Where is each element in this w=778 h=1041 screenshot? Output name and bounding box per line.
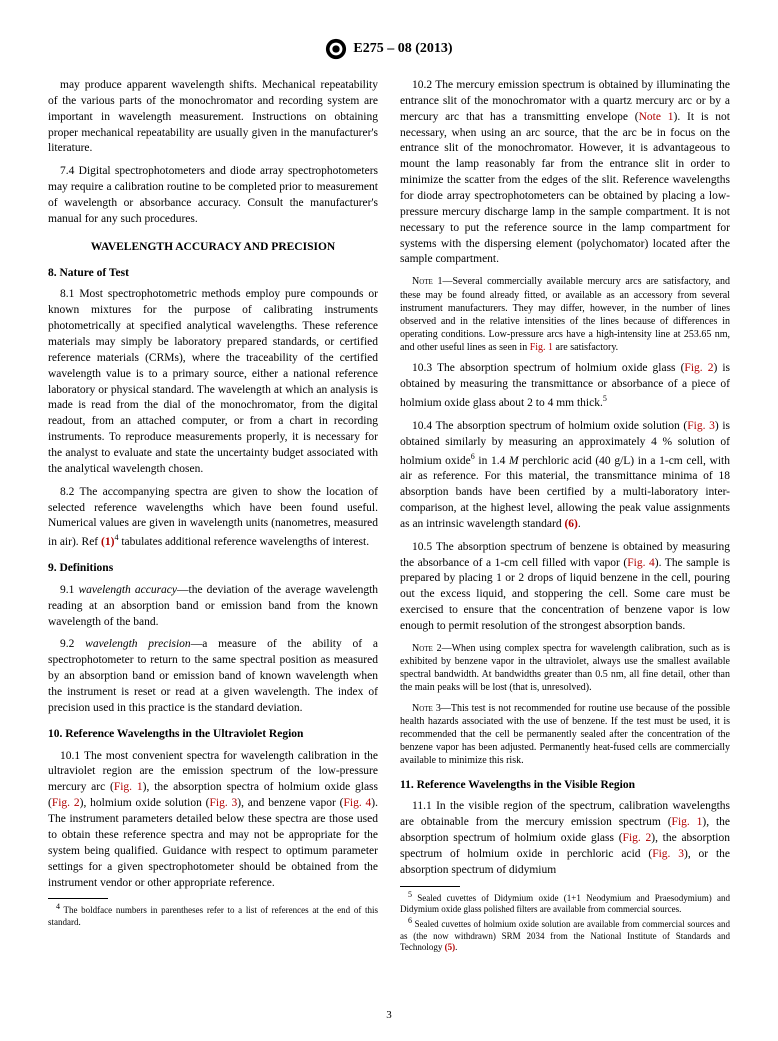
note-1-num: 1— — [433, 276, 453, 287]
para-10-3: 10.3 The absorption spectrum of holmium … — [400, 361, 730, 411]
footnote-rule-right — [400, 886, 460, 887]
p101d: ), and benzene vapor ( — [237, 797, 343, 809]
footnote-block-right: 5 Sealed cuvettes of Didymium oxide (1+1… — [400, 886, 730, 954]
para-7-cont: may produce apparent wavelength shifts. … — [48, 78, 378, 157]
fn4-text: The boldface numbers in parentheses refe… — [48, 905, 378, 927]
page-number: 3 — [0, 1009, 778, 1021]
term-wavelength-accuracy: wavelength accuracy — [78, 584, 177, 596]
fig-1-link-c: Fig. 1 — [672, 816, 703, 828]
fig-1-link-n1: Fig. 1 — [530, 342, 553, 353]
para-9-1: 9.1 wavelength accuracy—the deviation of… — [48, 583, 378, 631]
heading-10: 10. Reference Wavelengths in the Ultravi… — [48, 727, 378, 743]
footnote-rule-left — [48, 898, 108, 899]
p104e: . — [578, 518, 581, 530]
footnote-4: 4 The boldface numbers in parentheses re… — [48, 902, 378, 928]
astm-logo-icon — [325, 38, 347, 60]
para-9-1-num: 9.1 — [60, 584, 78, 596]
heading-8: 8. Nature of Test — [48, 266, 378, 282]
p104c: in 1.4 — [475, 454, 509, 466]
designation: E275 – 08 (2013) — [353, 41, 452, 57]
para-8-2-text-b: tabulates additional reference wavelengt… — [118, 536, 369, 548]
para-9-2-num: 9.2 — [60, 638, 85, 650]
fig-4-link: Fig. 4 — [344, 797, 372, 809]
fig-3-link-c: Fig. 3 — [652, 848, 684, 860]
p102b: ). It is not necessary, when using an ar… — [400, 111, 730, 266]
footnote-6: 6 Sealed cuvettes of holmium oxide solut… — [400, 916, 730, 954]
para-10-4: 10.4 The absorption spectrum of holmium … — [400, 419, 730, 533]
note-3: Note 3—This test is not recommended for … — [400, 702, 730, 768]
fn5-text: Sealed cuvettes of Didymium oxide (1+1 N… — [400, 893, 730, 915]
para-10-2: 10.2 The mercury emission spectrum is ob… — [400, 78, 730, 268]
fig-4-link-b: Fig. 4 — [627, 557, 655, 569]
ref-1: (1) — [101, 536, 114, 548]
ref-6: (6) — [564, 518, 577, 530]
fig-2-link-b: Fig. 2 — [684, 362, 713, 374]
para-8-1: 8.1 Most spectrophotometric methods empl… — [48, 287, 378, 477]
para-10-1: 10.1 The most convenient spectra for wav… — [48, 749, 378, 892]
para-11-1: 11.1 In the visible region of the spectr… — [400, 799, 730, 878]
note-2-num: 2— — [433, 643, 452, 654]
p104a: 10.4 The absorption spectrum of holmium … — [412, 420, 687, 432]
fig-2-link-c: Fig. 2 — [623, 832, 652, 844]
footnote-marker-5: 5 — [603, 394, 607, 403]
para-10-5: 10.5 The absorption spectrum of benzene … — [400, 540, 730, 635]
p104-M: M — [509, 454, 519, 466]
fig-1-link: Fig. 1 — [114, 781, 143, 793]
note-2-label: Note — [412, 643, 433, 654]
note-2: Note 2—When using complex spectra for wa… — [400, 642, 730, 695]
term-wavelength-precision: wavelength precision — [85, 638, 191, 650]
p101e: ). The instrument parameters detailed be… — [48, 797, 378, 888]
fig-3-link-b: Fig. 3 — [687, 420, 715, 432]
heading-11: 11. Reference Wavelengths in the Visible… — [400, 778, 730, 794]
fig-3-link: Fig. 3 — [210, 797, 238, 809]
heading-9: 9. Definitions — [48, 561, 378, 577]
page-header: E275 – 08 (2013) — [48, 38, 730, 60]
note-1-label: Note — [412, 276, 433, 287]
p101c: ), holmium oxide solution ( — [80, 797, 210, 809]
section-title-wavelength: WAVELENGTH ACCURACY AND PRECISION — [48, 240, 378, 256]
para-7-4: 7.4 Digital spectrophotometers and diode… — [48, 164, 378, 227]
note-3-num: 3— — [433, 703, 451, 714]
para-9-2: 9.2 wavelength precision—a measure of th… — [48, 637, 378, 716]
note-1-text-b: are satisfactory. — [553, 342, 618, 353]
note-1: Note 1—Several commercially available me… — [400, 275, 730, 354]
note-3-label: Note — [412, 703, 433, 714]
content-columns: may produce apparent wavelength shifts. … — [48, 78, 730, 954]
ref-5: (5) — [445, 942, 456, 952]
note-1-link: Note 1 — [639, 111, 674, 123]
footnote-block-left: 4 The boldface numbers in parentheses re… — [48, 898, 378, 928]
p103a: 10.3 The absorption spectrum of holmium … — [412, 362, 684, 374]
para-8-2: 8.2 The accompanying spectra are given t… — [48, 485, 378, 551]
fig-2-link: Fig. 2 — [52, 797, 80, 809]
footnote-5: 5 Sealed cuvettes of Didymium oxide (1+1… — [400, 890, 730, 916]
fn6-text-b: . — [455, 942, 457, 952]
